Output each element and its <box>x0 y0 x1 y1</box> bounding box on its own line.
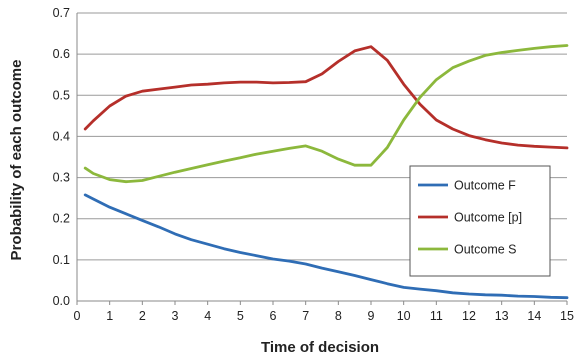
y-tick-label: 0.4 <box>53 129 70 143</box>
legend-label-outcome-p: Outcome [p] <box>454 211 522 225</box>
y-tick-label: 0.1 <box>53 253 70 267</box>
x-tick-label: 4 <box>204 309 211 323</box>
x-tick-label: 10 <box>397 309 411 323</box>
legend-label-outcome-s: Outcome S <box>454 243 517 257</box>
y-tick-label: 0.7 <box>53 6 70 20</box>
x-tick-label: 13 <box>495 309 509 323</box>
series-layer <box>83 44 569 300</box>
plot-area <box>76 13 567 302</box>
x-tick-label: 14 <box>527 309 541 323</box>
y-tick-label: 0.0 <box>53 294 70 308</box>
x-tick-label: 1 <box>106 309 113 323</box>
y-tick-label: 0.3 <box>53 171 70 185</box>
legend-label-outcome-f: Outcome F <box>454 179 516 193</box>
series-line-outcome-p <box>83 45 569 150</box>
x-tick-label: 0 <box>74 309 81 323</box>
x-axis-title: Time of decision <box>261 339 379 356</box>
x-tick-label: 5 <box>237 309 244 323</box>
x-axis-tick-labels: 0 1 2 3 4 5 6 7 8 9 10 11 12 13 14 15 <box>74 301 574 323</box>
series-line-outcome-s <box>83 44 569 184</box>
x-tick-label: 11 <box>430 309 443 323</box>
series-line-outcome-f <box>83 193 569 300</box>
y-tick-label: 0.2 <box>53 212 70 226</box>
x-tick-label: 9 <box>368 309 375 323</box>
legend: Outcome F Outcome [p] Outcome S <box>409 165 551 277</box>
x-tick-label: 2 <box>139 309 146 323</box>
x-tick-label: 6 <box>270 309 277 323</box>
x-tick-label: 7 <box>302 309 309 323</box>
x-tick-label: 3 <box>172 309 179 323</box>
x-tick-label: 12 <box>462 309 476 323</box>
x-tick-label: 8 <box>335 309 342 323</box>
y-tick-label: 0.5 <box>53 88 70 102</box>
y-axis-title: Probability of each outcome <box>8 60 25 261</box>
x-tick-label: 15 <box>560 309 574 323</box>
y-tick-label: 0.6 <box>53 47 70 61</box>
y-axis-tick-labels: 0.0 0.1 0.2 0.3 0.4 0.5 0.6 0.7 <box>53 6 70 308</box>
